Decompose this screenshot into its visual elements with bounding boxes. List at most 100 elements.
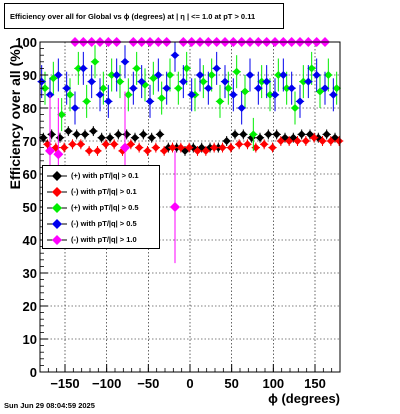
data-point bbox=[87, 77, 96, 86]
data-point bbox=[332, 84, 341, 93]
data-point bbox=[122, 130, 131, 139]
data-point bbox=[64, 127, 73, 136]
data-point bbox=[201, 146, 210, 155]
data-point bbox=[62, 84, 71, 93]
data-point bbox=[207, 71, 216, 79]
data-point bbox=[185, 143, 194, 152]
data-point bbox=[57, 110, 66, 119]
data-point bbox=[121, 57, 129, 66]
data-point bbox=[79, 64, 88, 73]
data-point bbox=[72, 130, 81, 139]
data-point bbox=[301, 137, 310, 145]
data-point bbox=[329, 90, 338, 99]
data-point bbox=[120, 142, 130, 153]
data-point bbox=[74, 64, 83, 73]
data-point bbox=[260, 140, 269, 149]
data-point bbox=[82, 97, 91, 106]
y-tick-label: 20 bbox=[23, 299, 37, 314]
data-point bbox=[110, 140, 119, 149]
data-point bbox=[149, 74, 158, 83]
series-2 bbox=[40, 45, 341, 151]
data-point bbox=[285, 137, 294, 145]
data-point bbox=[85, 146, 94, 155]
data-point bbox=[112, 71, 121, 79]
data-point bbox=[231, 130, 239, 139]
data-point bbox=[124, 90, 133, 99]
data-point bbox=[104, 97, 113, 106]
data-point bbox=[310, 133, 319, 142]
data-point bbox=[318, 137, 327, 145]
legend-entry: (-) with pT/|q| > 1.0 bbox=[43, 232, 161, 248]
data-point bbox=[246, 71, 254, 79]
data-point bbox=[199, 77, 208, 86]
data-point bbox=[39, 133, 48, 142]
data-point bbox=[293, 137, 302, 145]
y-tick-label: 30 bbox=[23, 266, 37, 281]
data-point bbox=[249, 130, 258, 139]
y-tick-label: 100 bbox=[15, 35, 37, 50]
y-tick-label: 50 bbox=[23, 200, 37, 215]
data-point bbox=[271, 90, 279, 99]
y-tick-label: 90 bbox=[23, 68, 37, 83]
x-tick-label: 0 bbox=[186, 376, 193, 391]
data-point bbox=[146, 97, 154, 106]
data-point bbox=[322, 130, 331, 139]
x-tick-label: 50 bbox=[224, 376, 238, 391]
data-point bbox=[131, 133, 139, 142]
data-point bbox=[204, 84, 213, 93]
data-point bbox=[274, 71, 283, 79]
data-point bbox=[156, 130, 164, 139]
data-point bbox=[187, 90, 196, 99]
data-point bbox=[324, 71, 333, 79]
legend-marker-icon bbox=[47, 187, 67, 197]
data-point bbox=[304, 77, 313, 86]
data-point bbox=[151, 143, 160, 152]
data-point bbox=[157, 94, 166, 103]
legend-label: (-) with pT/|q| > 0.1 bbox=[71, 187, 137, 196]
legend-marker-icon bbox=[47, 235, 67, 245]
y-axis-label: Efficiency over all (%) bbox=[7, 44, 23, 190]
y-tick-label: 10 bbox=[23, 332, 37, 347]
data-point bbox=[47, 130, 56, 139]
data-point bbox=[81, 130, 89, 139]
data-point bbox=[93, 146, 102, 155]
data-point bbox=[45, 145, 55, 156]
legend-entry: (+) with pT/|q| > 0.5 bbox=[43, 200, 161, 216]
data-point bbox=[166, 71, 174, 79]
data-point bbox=[132, 64, 141, 73]
x-tick-label: 150 bbox=[304, 376, 326, 391]
data-point bbox=[154, 71, 163, 79]
chart-title: Efficiency over all for Global vs ϕ (deg… bbox=[4, 3, 284, 29]
data-point bbox=[264, 130, 273, 139]
x-axis-label: ϕ (degrees) bbox=[268, 391, 340, 406]
data-point bbox=[232, 67, 241, 76]
data-point bbox=[174, 84, 183, 93]
data-point bbox=[160, 146, 169, 155]
data-point bbox=[76, 140, 85, 149]
legend-marker-icon bbox=[47, 219, 67, 229]
data-point bbox=[212, 64, 221, 73]
data-point bbox=[193, 146, 202, 155]
y-tick-label: 40 bbox=[23, 233, 37, 248]
data-point bbox=[106, 133, 114, 142]
data-point bbox=[49, 74, 58, 83]
legend: (+) with pT/|q| > 0.1 (-) with pT/|q| > … bbox=[42, 165, 160, 249]
data-point bbox=[257, 77, 266, 86]
axis-ticks: −150 −100 −50 0 50 100 150 0 10 20 30 40 50 60 70 80 90 1… bbox=[15, 35, 341, 391]
y-tick-label: 80 bbox=[23, 101, 37, 116]
data-point bbox=[114, 130, 123, 139]
data-point bbox=[272, 130, 281, 139]
data-point bbox=[116, 77, 124, 86]
data-point bbox=[96, 90, 104, 99]
timestamp: Sun Jun 29 08:04:59 2025 bbox=[4, 401, 95, 410]
data-point bbox=[139, 130, 148, 139]
data-point bbox=[296, 97, 304, 106]
legend-entry: (-) with pT/|q| > 0.1 bbox=[43, 184, 161, 200]
data-point bbox=[137, 77, 146, 86]
data-point bbox=[216, 97, 224, 106]
data-point bbox=[239, 130, 248, 139]
data-point bbox=[222, 137, 231, 145]
data-point bbox=[279, 71, 288, 79]
x-tick-label: −50 bbox=[137, 376, 159, 391]
data-point bbox=[335, 137, 344, 145]
